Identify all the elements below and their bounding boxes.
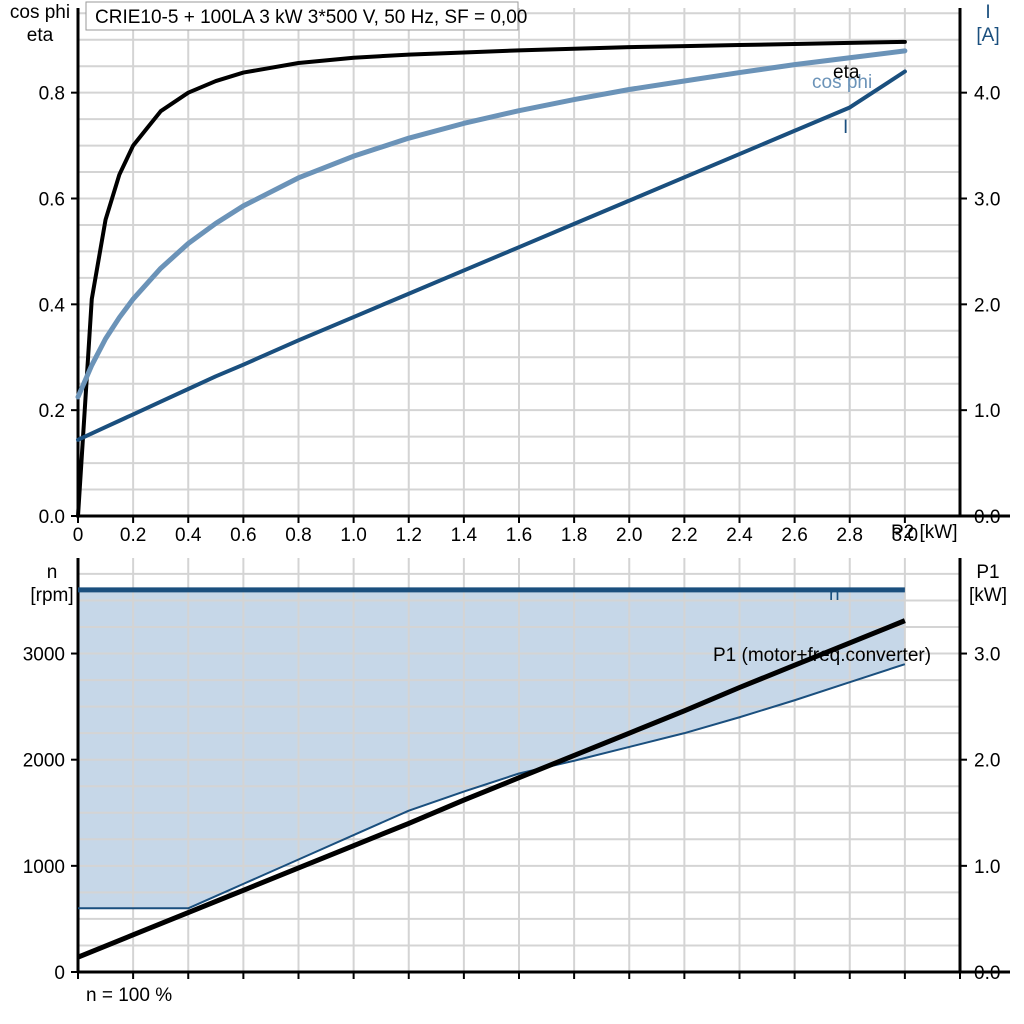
y-left-tick-label: 1000 — [23, 857, 65, 878]
x-tick-label: 1.4 — [451, 525, 478, 546]
x-tick-label: 0 — [73, 525, 84, 546]
y-left-tick-label: 2000 — [23, 751, 65, 772]
bottom-left-axis-label-line2: [rpm] — [30, 585, 73, 606]
x-tick-label: 1.2 — [396, 525, 422, 546]
eta-curve-label: eta — [833, 62, 860, 83]
top-x-axis-label: P2 [kW] — [891, 522, 958, 543]
top-right-axis-label-line2: [A] — [976, 25, 999, 46]
y-left-tick-label: 0.0 — [39, 507, 65, 528]
footnote-speed-percent: n = 100 % — [86, 985, 172, 1006]
y-left-tick-label: 3000 — [23, 645, 65, 666]
current-curve-label: I — [843, 117, 848, 138]
chart-page: 0 0.2 0.4 0.6 0.8 1.0 1.2 1.4 1.6 1.8 2.0 2.2 2.4 2.6… — [0, 0, 1024, 1024]
x-tick-label: 2.8 — [837, 525, 863, 546]
y-right-tick-label: 0.0 — [974, 507, 1000, 528]
y-right-tick-label: 3.0 — [974, 645, 1000, 666]
y-right-tick-label: 1.0 — [974, 857, 1000, 878]
bottom-right-axis-label-line2: [kW] — [969, 585, 1007, 606]
p1-curve-label: P1 (motor+freq.converter) — [713, 645, 931, 666]
speed-curve-label: n — [829, 584, 840, 605]
performance-curves-figure: 0 0.2 0.4 0.6 0.8 1.0 1.2 1.4 1.6 1.8 2.0 2.2 2.4 2.6… — [0, 0, 1024, 1024]
y-left-tick-label: 0.8 — [39, 84, 65, 105]
x-tick-label: 2.6 — [781, 525, 807, 546]
y-right-tick-label: 4.0 — [974, 84, 1000, 105]
x-tick-label: 1.8 — [561, 525, 587, 546]
y-left-tick-label: 0 — [54, 963, 65, 984]
y-left-tick-label: 0.6 — [39, 190, 65, 211]
y-left-tick-label: 0.4 — [39, 295, 66, 316]
x-tick-label: 2.4 — [726, 525, 753, 546]
y-right-tick-label: 2.0 — [974, 295, 1000, 316]
y-right-tick-label: 2.0 — [974, 751, 1000, 772]
x-tick-label: 1.6 — [506, 525, 532, 546]
x-tick-label: 0.8 — [285, 525, 311, 546]
x-tick-label: 0.2 — [120, 525, 146, 546]
bottom-right-axis-label-line1: P1 — [976, 562, 999, 583]
y-right-tick-label: 0.0 — [974, 963, 1000, 984]
y-right-tick-label: 3.0 — [974, 190, 1000, 211]
top-left-axis-label-line2: eta — [27, 25, 54, 46]
chart-title: CRIE10-5 + 100LA 3 kW 3*500 V, 50 Hz, SF… — [95, 7, 527, 28]
x-tick-label: 1.0 — [340, 525, 366, 546]
top-right-axis-label-line1: I — [985, 2, 990, 23]
y-left-tick-label: 0.2 — [39, 401, 65, 422]
top-left-axis-label-line1: cos phi — [10, 2, 70, 23]
x-tick-label: 0.6 — [230, 525, 256, 546]
y-right-tick-label: 1.0 — [974, 401, 1000, 422]
x-tick-label: 0.4 — [175, 525, 202, 546]
x-tick-label: 2.2 — [671, 525, 697, 546]
bottom-left-axis-label-line1: n — [47, 562, 58, 583]
x-tick-label: 2.0 — [616, 525, 642, 546]
